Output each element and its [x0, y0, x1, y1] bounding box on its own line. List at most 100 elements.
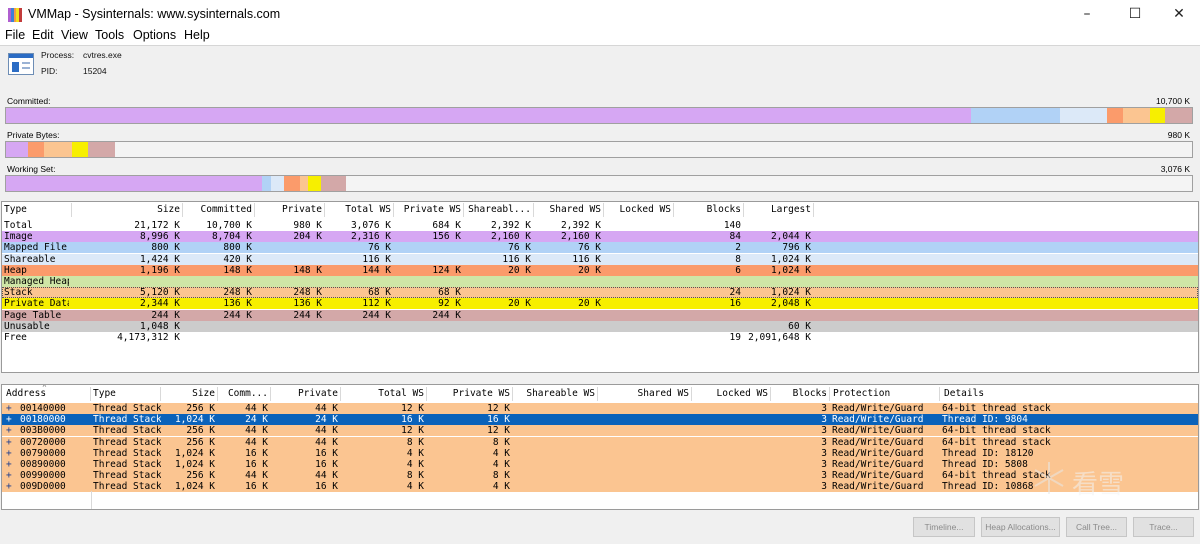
summary-col-shared-ws[interactable]: Shared WS	[534, 203, 604, 217]
details-row[interactable]: +00790000 Thread Stack 1,024 K 16 K 16 K 4 K 4…	[2, 447, 1198, 459]
details-cell-address: 00180000	[20, 414, 66, 426]
expand-icon[interactable]: +	[6, 425, 12, 437]
summary-row[interactable]: Free 4,173,312 K 19 2,091,648 K	[2, 332, 1198, 343]
summary-col-private-ws[interactable]: Private WS	[394, 203, 464, 217]
summary-row[interactable]: Private Data 2,344 K 136 K 136 K 112 K 92 K 20…	[2, 298, 1198, 310]
summary-cell-private-ws: 244 K	[432, 309, 461, 321]
expand-icon[interactable]: +	[6, 481, 12, 493]
details-row[interactable]: +00890000 Thread Stack 1,024 K 16 K 16 K 4 K 4…	[2, 459, 1198, 470]
details-col-shared-ws[interactable]: Shared WS	[598, 387, 692, 401]
summary-cell-private	[255, 332, 322, 343]
menu-tools[interactable]: Tools	[95, 28, 125, 42]
summary-cell-type: Unusable	[4, 320, 50, 332]
expand-icon[interactable]: +	[6, 436, 12, 448]
summary-col-blocks[interactable]: Blocks	[674, 203, 744, 217]
details-cell-shareable-ws	[513, 481, 595, 492]
details-row[interactable]: +00720000 Thread Stack 256 K 44 K 44 K 8 K 8 K…	[2, 436, 1198, 448]
details-col-blocks[interactable]: Blocks	[771, 387, 830, 401]
summary-row[interactable]: Total 21,172 K 10,700 K 980 K 3,076 K 684 K 2,…	[2, 220, 1198, 231]
details-col-committed[interactable]: Comm...	[218, 387, 271, 401]
summary-row[interactable]: Unusable 1,048 K 60 K	[2, 320, 1198, 332]
details-cell-protection: Read/Write/Guard	[832, 414, 924, 426]
summary-cell-total-ws: 112 K	[362, 298, 391, 310]
details-col-address[interactable]: Address	[6, 387, 91, 401]
maximize-button[interactable]: ☐	[1128, 6, 1142, 22]
summary-row[interactable]: Managed Heap	[2, 276, 1198, 287]
summary-cell-shared-ws: 20 K	[578, 264, 601, 276]
summary-col-largest[interactable]: Largest	[744, 203, 814, 217]
expand-icon[interactable]: +	[6, 447, 12, 459]
summary-cell-private-ws	[394, 242, 461, 253]
summary-cell-locked-ws	[604, 287, 671, 298]
details-row[interactable]: +003B0000 Thread Stack 256 K 44 K 44 K 12 K 12…	[2, 425, 1198, 437]
summary-cell-blocks: 19	[729, 332, 741, 343]
summary-cell-type: Stack	[4, 287, 33, 299]
committed-seg-stack	[1123, 108, 1150, 123]
details-row[interactable]: +00180000 Thread Stack 1,024 K 24 K 24 K 16 K…	[2, 414, 1198, 426]
details-col-private[interactable]: Private	[271, 387, 341, 401]
trace-button[interactable]: Trace...	[1133, 517, 1194, 537]
summary-row[interactable]: Stack 5,120 K 248 K 248 K 68 K 68 K 24 1,024 K	[2, 287, 1198, 299]
details-row[interactable]: +00140000 Thread Stack 256 K 44 K 44 K 12 K 12…	[2, 403, 1198, 414]
details-col-size[interactable]: Size	[161, 387, 218, 401]
details-col-locked-ws[interactable]: Locked WS	[692, 387, 771, 401]
summary-cell-shareable-ws	[464, 276, 531, 287]
summary-col-size[interactable]: Size	[72, 203, 183, 217]
details-cell-private-ws: 12 K	[487, 403, 510, 414]
summary-cell-type: Heap	[4, 264, 27, 276]
heap-allocations-button[interactable]: Heap Allocations...	[981, 517, 1060, 537]
menu-file[interactable]: File	[5, 28, 26, 42]
window-title: VMMap - Sysinternals: www.sysinternals.c…	[28, 7, 281, 21]
summary-cell-largest: 2,048 K	[770, 298, 811, 310]
details-cell-shared-ws	[598, 481, 689, 492]
summary-cell-size: 244 K	[151, 309, 180, 321]
summary-row[interactable]: Heap 1,196 K 148 K 148 K 144 K 124 K 20 K 20 K 6…	[2, 264, 1198, 276]
details-cell-committed: 16 K	[245, 481, 268, 493]
summary-row[interactable]: Page Table 244 K 244 K 244 K 244 K 244 K	[2, 309, 1198, 321]
summary-cell-shareable-ws	[464, 287, 531, 298]
expand-icon[interactable]: +	[6, 403, 12, 414]
details-col-shareable-ws[interactable]: Shareable WS	[513, 387, 598, 401]
menu-help[interactable]: Help	[184, 28, 210, 42]
expand-icon[interactable]: +	[6, 459, 12, 470]
details-cell-address: 003B0000	[20, 425, 66, 437]
details-col-total-ws[interactable]: Total WS	[341, 387, 427, 401]
timeline-button[interactable]: Timeline...	[913, 517, 975, 537]
summary-cell-size: 2,344 K	[139, 298, 180, 310]
summary-col-committed[interactable]: Committed	[183, 203, 255, 217]
summary-cell-largest: 1,024 K	[770, 264, 811, 276]
summary-row[interactable]: Shareable 1,424 K 420 K 116 K 116 K 116 K 8 1,0…	[2, 253, 1198, 265]
menu-edit[interactable]: Edit	[32, 28, 54, 42]
summary-col-private[interactable]: Private	[255, 203, 325, 217]
summary-row[interactable]: Image 8,996 K 8,704 K 204 K 2,316 K 156 K 2,16…	[2, 231, 1198, 243]
details-cell-address: 00890000	[20, 459, 66, 470]
summary-cell-type: Free	[4, 332, 27, 343]
summary-cell-type: Page Table	[4, 309, 62, 321]
close-button[interactable]: ✕	[1173, 6, 1185, 22]
call-tree-button[interactable]: Call Tree...	[1066, 517, 1127, 537]
summary-col-locked-ws[interactable]: Locked WS	[604, 203, 674, 217]
expand-icon[interactable]: +	[6, 470, 12, 482]
minimize-button[interactable]: –	[1083, 6, 1091, 22]
details-col-details[interactable]: Details	[944, 388, 985, 399]
details-cell-size: 1,024 K	[174, 414, 215, 426]
details-col-protection[interactable]: Protection	[830, 387, 940, 401]
details-row[interactable]: +00990000 Thread Stack 256 K 44 K 44 K 8 K 8 K…	[2, 470, 1198, 482]
details-cell-committed: 16 K	[245, 459, 268, 470]
details-cell-locked-ws	[692, 470, 768, 481]
details-col-type[interactable]: Type	[91, 387, 161, 401]
details-cell-blocks: 3	[821, 481, 827, 493]
menu-options[interactable]: Options	[133, 28, 177, 42]
expand-icon[interactable]: +	[6, 414, 12, 426]
private-bytes-label: Private Bytes:	[7, 130, 60, 140]
details-cell-private-ws: 8 K	[492, 436, 510, 448]
details-row[interactable]: +009D0000 Thread Stack 1,024 K 16 K 16 K 4 K 4…	[2, 481, 1198, 493]
summary-col-type[interactable]: Type	[4, 203, 72, 217]
details-col-private-ws[interactable]: Private WS	[427, 387, 513, 401]
process-label: Process:	[41, 50, 75, 60]
summary-col-total-ws[interactable]: Total WS	[325, 203, 394, 217]
summary-row[interactable]: Mapped File 800 K 800 K 76 K 76 K 76 K 2 796 K	[2, 242, 1198, 254]
summary-col-shareable-ws[interactable]: Shareabl...	[464, 203, 534, 217]
summary-cell-private-ws	[394, 332, 461, 343]
menu-view[interactable]: View	[61, 28, 88, 42]
